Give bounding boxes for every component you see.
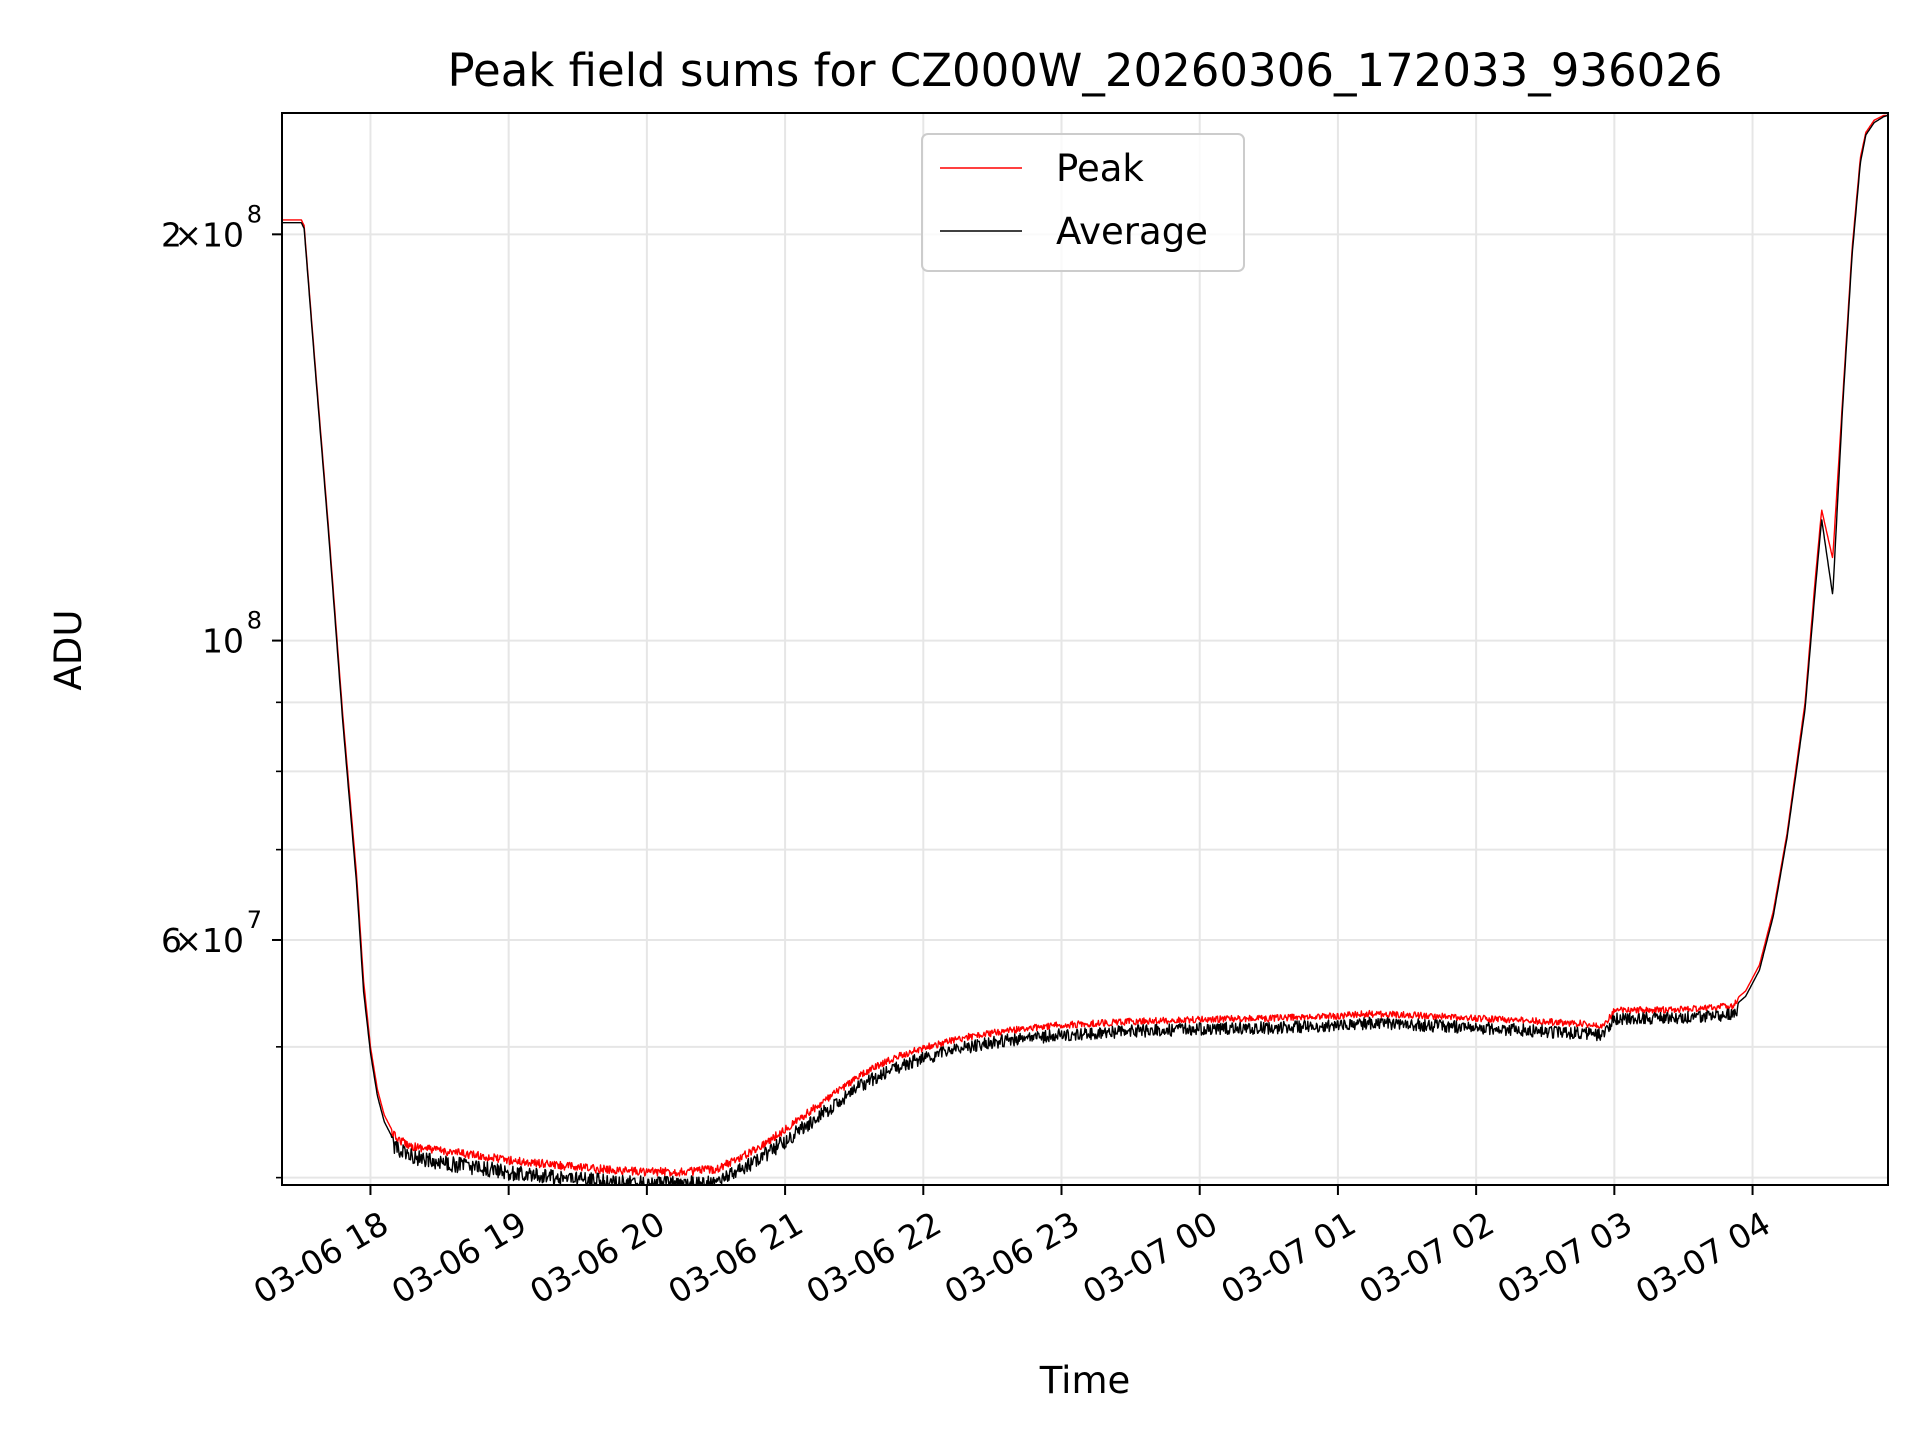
plot-frame <box>281 112 1889 1186</box>
chart-title: Peak field sums for CZ000W_20260306_1720… <box>447 44 1722 97</box>
y-tick-label: 7×106 <box>161 906 262 960</box>
x-axis-label: Time <box>1039 1359 1131 1402</box>
y-tick-base: ×10 <box>174 215 244 254</box>
y-tick-base: 10 <box>202 622 244 661</box>
y-tick-mantissa: 2 <box>161 215 182 254</box>
y-tick-exponent: 7 <box>247 906 262 934</box>
y-tick-base: ×10 <box>174 921 244 960</box>
y-tick-label: 8×102 <box>161 200 262 254</box>
y-tick-label: 810 <box>202 607 262 661</box>
series-layer <box>282 114 1889 1186</box>
legend-label-peak: Peak <box>1056 147 1144 190</box>
legend: Peak Average <box>921 133 1245 272</box>
y-tick-exponent: 8 <box>247 200 262 228</box>
y-axis-label: ADU <box>47 610 90 691</box>
series-line-average <box>282 114 1889 1186</box>
series-line-peak <box>282 114 1889 1177</box>
y-tick-mantissa: 6 <box>161 921 182 960</box>
y-tick-exponent: 8 <box>247 607 262 635</box>
legend-label-average: Average <box>1056 210 1208 253</box>
